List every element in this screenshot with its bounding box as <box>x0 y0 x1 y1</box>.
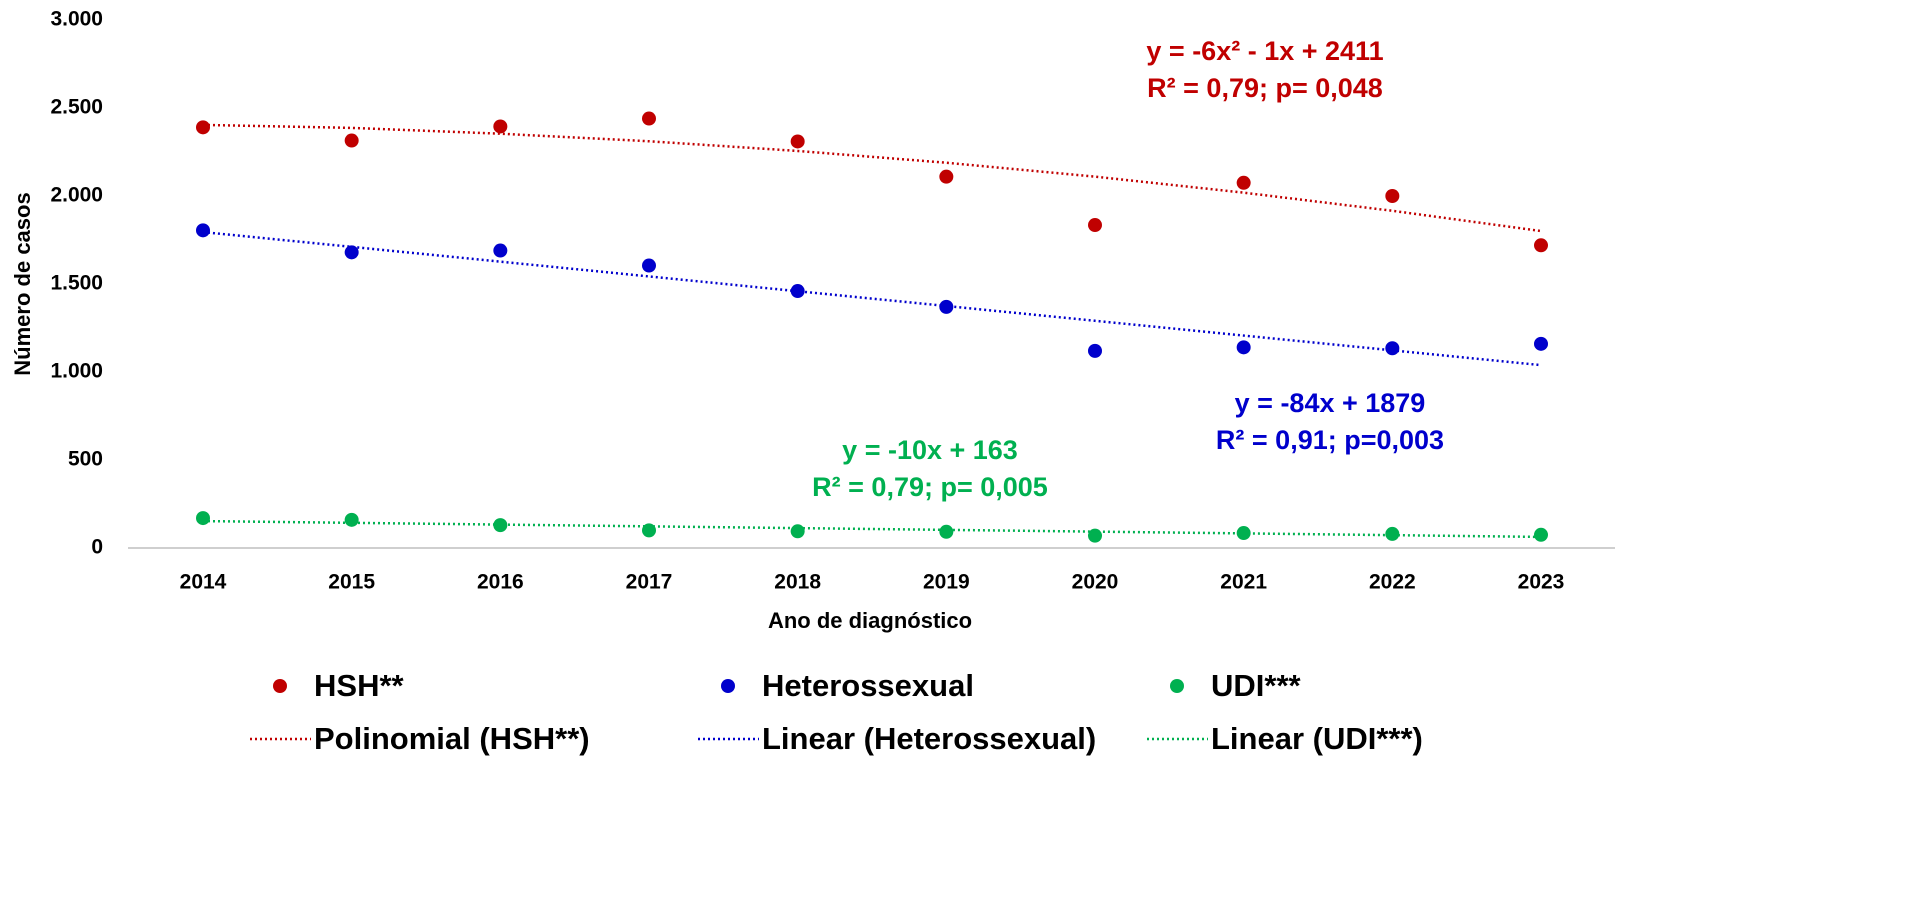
data-point <box>642 523 656 538</box>
x-tick-label: 2015 <box>328 571 375 594</box>
data-point <box>1385 341 1400 356</box>
data-point <box>1534 238 1548 253</box>
trend-line <box>202 519 1542 539</box>
y-tick-label: 1.500 <box>50 272 103 295</box>
annotation: y = -6x² - 1x + 2411 <box>1146 36 1383 66</box>
data-point <box>939 169 954 184</box>
legend-marker <box>273 679 287 693</box>
data-point <box>196 223 210 238</box>
x-tick-label: 2018 <box>774 571 821 594</box>
trend-line <box>202 123 1542 233</box>
legend-label: Polinomial (HSH**) <box>314 721 590 756</box>
legend-marker <box>1170 679 1184 693</box>
data-point <box>1534 527 1548 542</box>
annotation: R² = 0,91; p=0,003 <box>1216 425 1444 455</box>
legend-label: Linear (UDI***) <box>1211 721 1423 756</box>
x-tick-label: 2021 <box>1220 571 1267 594</box>
data-point <box>1088 343 1102 358</box>
x-tick-label: 2020 <box>1072 571 1119 594</box>
data-point <box>344 133 359 148</box>
annotation: R² = 0,79; p= 0,048 <box>1147 73 1383 103</box>
data-point <box>493 243 508 258</box>
data-point <box>196 511 210 526</box>
y-axis-title: Número de casos <box>10 192 35 375</box>
legend-label: UDI*** <box>1211 668 1302 703</box>
data-point <box>790 284 805 299</box>
annotation: y = -84x + 1879 <box>1235 388 1426 418</box>
data-point <box>1385 526 1400 541</box>
x-tick-label: 2014 <box>180 571 227 594</box>
legend-label: HSH** <box>314 668 405 703</box>
y-tick-label: 3.000 <box>50 8 103 31</box>
legend-label: Heterossexual <box>762 668 974 703</box>
data-point <box>196 120 210 135</box>
data-point <box>1088 218 1102 233</box>
y-tick-label: 2.500 <box>50 96 103 119</box>
x-tick-label: 2017 <box>626 571 673 594</box>
y-tick-label: 1.000 <box>50 360 103 383</box>
data-point <box>493 119 508 134</box>
legend-label: Linear (Heterossexual) <box>762 721 1096 756</box>
data-point <box>642 111 656 126</box>
data-point <box>642 258 656 273</box>
data-point <box>493 518 508 533</box>
data-point <box>1236 175 1251 190</box>
legend-marker <box>721 679 735 693</box>
data-point <box>939 299 954 314</box>
y-tick-label: 2.000 <box>50 184 103 207</box>
data-point <box>939 524 954 539</box>
data-point <box>344 245 359 260</box>
y-tick-label: 0 <box>91 536 103 559</box>
annotation: y = -10x + 163 <box>842 435 1018 465</box>
annotation: R² = 0,79; p= 0,005 <box>812 472 1048 502</box>
y-tick-label: 500 <box>68 448 103 471</box>
data-point <box>790 134 805 149</box>
data-point <box>1534 336 1548 351</box>
trend-line <box>202 230 1542 367</box>
x-axis-title: Ano de diagnóstico <box>768 608 972 633</box>
data-point <box>1236 340 1251 355</box>
x-tick-label: 2016 <box>477 571 524 594</box>
data-point <box>790 524 805 539</box>
data-point <box>344 512 359 527</box>
x-tick-label: 2022 <box>1369 571 1416 594</box>
x-tick-label: 2023 <box>1518 571 1565 594</box>
data-point <box>1385 189 1400 203</box>
x-tick-label: 2019 <box>923 571 970 594</box>
